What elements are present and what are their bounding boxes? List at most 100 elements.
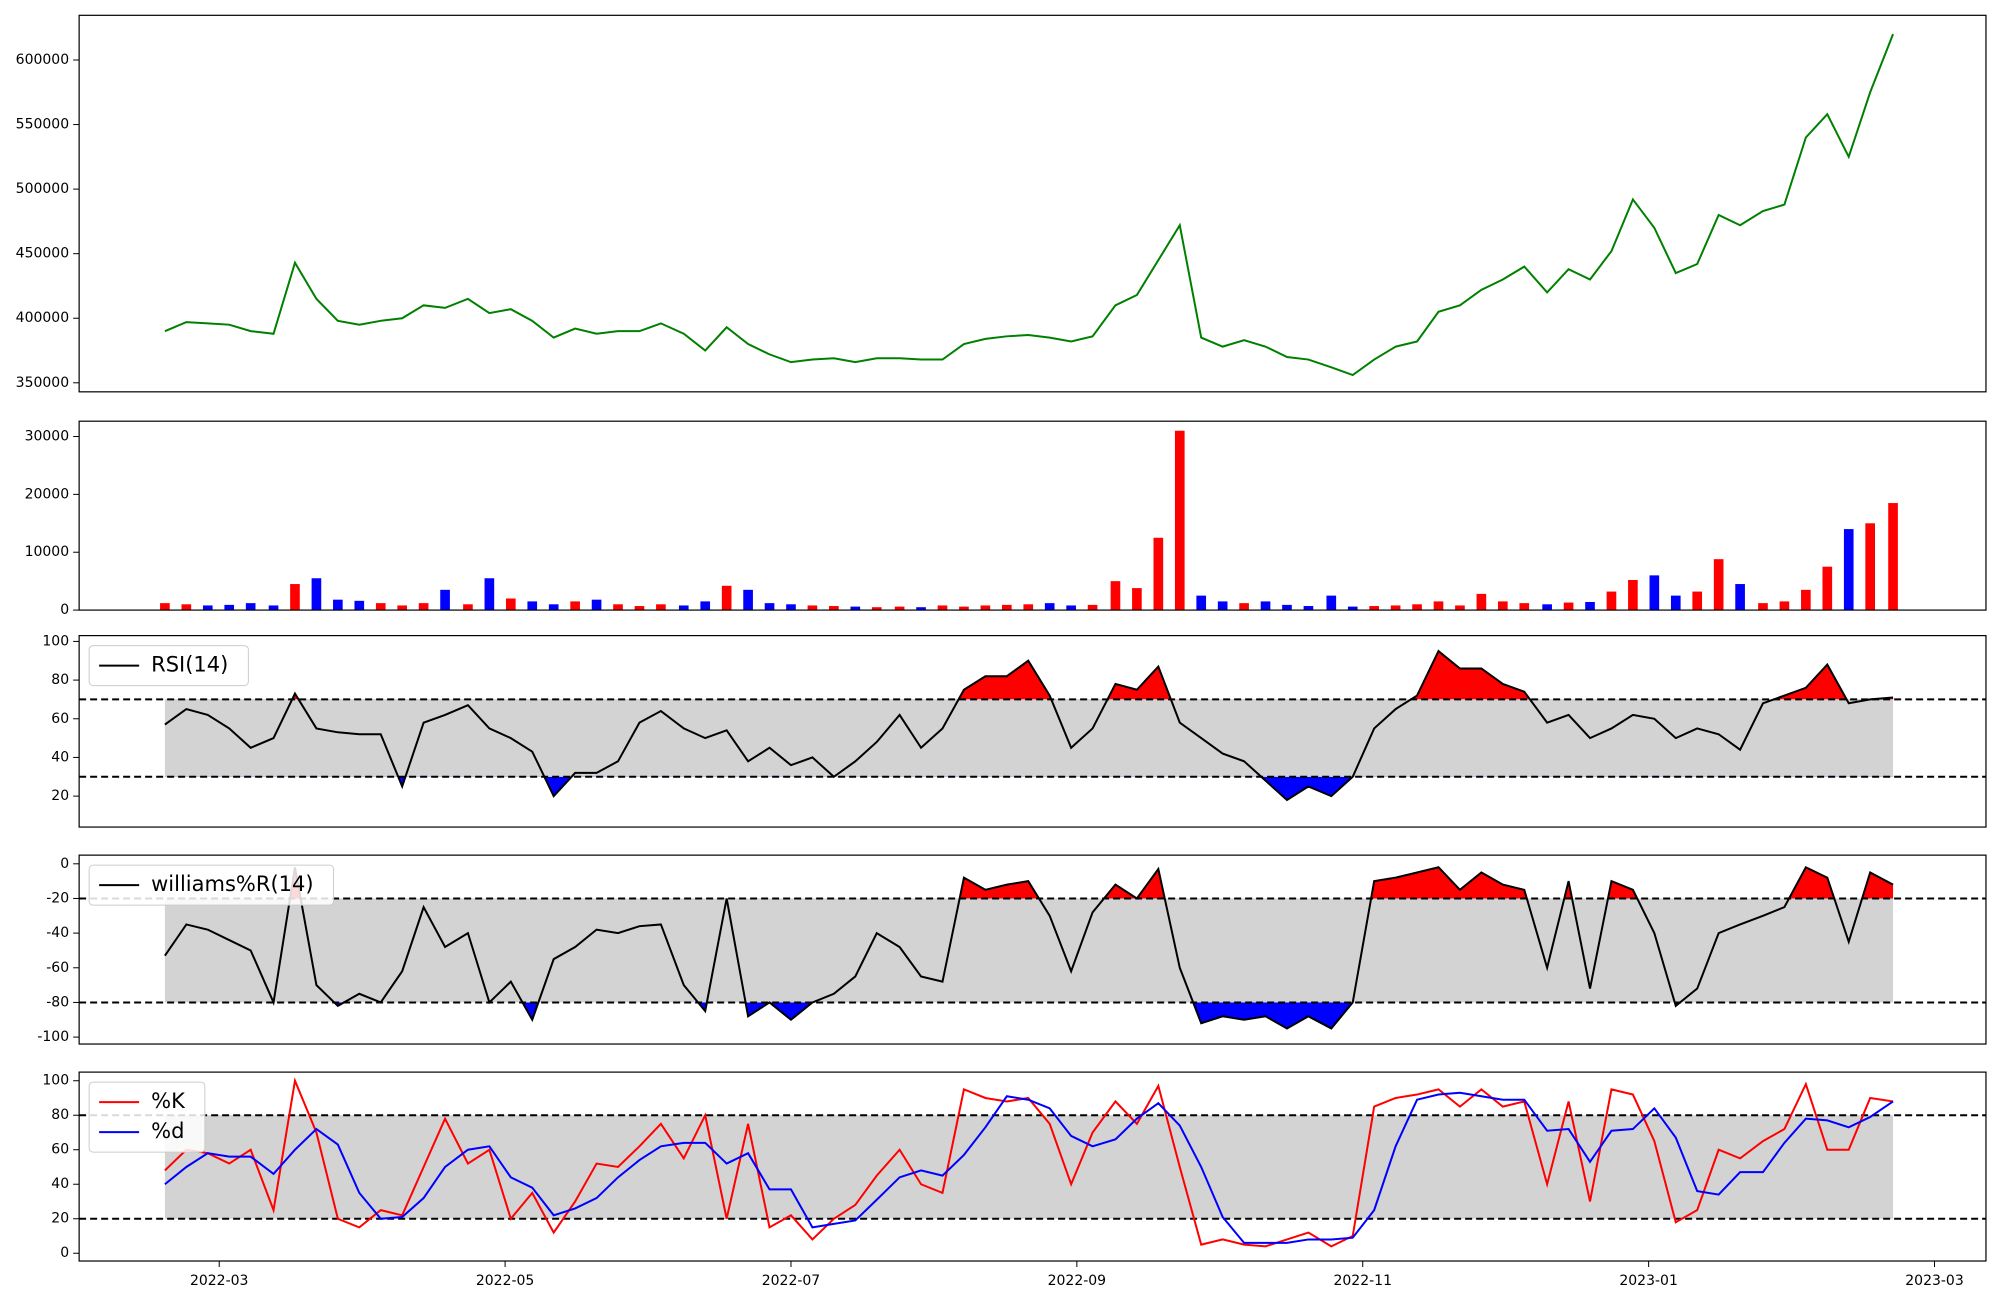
- legend-label: %K: [151, 1089, 186, 1113]
- volume-bar: [484, 578, 495, 611]
- y-tick-label: 60: [51, 711, 69, 727]
- x-tick-label: 2022-03: [190, 1273, 249, 1289]
- legend-label: RSI(14): [151, 653, 228, 677]
- volume-bar: [1519, 603, 1530, 611]
- volume-bar: [743, 589, 753, 611]
- volume-bar: [1843, 529, 1854, 611]
- panel: 0 20 40 60 80 100 %K %d: [42, 1071, 1987, 1262]
- panel: 0 10000 20000 30000: [25, 420, 1987, 618]
- band: [164, 898, 1894, 1003]
- volume-bar: [397, 605, 408, 611]
- volume-bar: [1174, 430, 1185, 611]
- volume-bar: [1563, 602, 1574, 611]
- volume-bar: [548, 604, 559, 611]
- volume-bar: [418, 603, 429, 611]
- volume-bar: [700, 601, 711, 611]
- volume-bar: [1692, 591, 1703, 611]
- y-tick-label: 400000: [16, 310, 69, 326]
- y-tick-label: 20: [51, 1211, 69, 1227]
- volume-bar: [245, 603, 256, 611]
- volume-bar: [1670, 595, 1681, 611]
- volume-bar: [1822, 566, 1833, 611]
- y-tick-label: 0: [60, 602, 69, 618]
- series-line: [164, 865, 1894, 1030]
- y-tick-label: 0: [60, 856, 69, 872]
- volume-bar: [1888, 503, 1898, 611]
- panel-frame: [78, 1071, 1987, 1262]
- volume-bar: [1649, 575, 1660, 611]
- y-tick-label: 600000: [16, 52, 69, 68]
- volume-bar: [1369, 606, 1379, 611]
- volume-bar: [591, 599, 602, 611]
- volume-bar: [1735, 584, 1745, 611]
- x-tick-label: 2023-01: [1619, 1273, 1678, 1289]
- volume-bar: [375, 603, 386, 611]
- volume-bar: [1260, 601, 1271, 611]
- volume-bar: [1110, 581, 1121, 611]
- volume-bar: [656, 604, 666, 611]
- volume-bar: [333, 599, 343, 611]
- volume-bar: [1303, 606, 1314, 611]
- volume-bar: [1606, 591, 1617, 611]
- legend-box: [88, 1081, 206, 1153]
- volume-bar: [1390, 605, 1401, 611]
- series-line: [164, 649, 1894, 802]
- volume-bar: [1326, 595, 1337, 611]
- y-tick-label: 20: [51, 788, 69, 804]
- panel: 350000 400000 450000 500000 550000 600000: [16, 14, 1987, 393]
- y-tick-label: 450000: [16, 246, 69, 262]
- volume-bar: [764, 603, 775, 611]
- series-line: [164, 1091, 1894, 1244]
- volume-bar: [1865, 523, 1876, 611]
- volume-bar: [1132, 588, 1142, 611]
- volume-bar: [290, 584, 300, 611]
- volume-bar: [1476, 593, 1487, 611]
- volume-bar: [980, 605, 991, 611]
- volume-bar: [1713, 559, 1724, 611]
- legend: williams%R(14): [88, 864, 335, 906]
- panel-frame: [78, 420, 1987, 611]
- panel-frame: [78, 854, 1987, 1045]
- volume-bar: [224, 604, 235, 611]
- volume-bar: [916, 607, 926, 611]
- volume-bar: [440, 589, 450, 611]
- volume-bar: [894, 606, 905, 611]
- y-tick-label: 40: [51, 1176, 69, 1192]
- legend-box: [88, 645, 249, 687]
- volume-bar: [1347, 606, 1358, 611]
- volume-bar: [634, 606, 645, 611]
- overbought-fill: [290, 867, 1894, 899]
- y-tick-label: -60: [46, 960, 69, 976]
- legend: RSI(14): [88, 645, 249, 687]
- y-tick-label: 40: [51, 749, 69, 765]
- panel: 20 40 60 80 100 RSI(14): [42, 633, 1987, 828]
- y-tick-label: -80: [46, 994, 69, 1010]
- y-tick-label: 350000: [16, 375, 69, 391]
- volume-bar: [721, 585, 732, 611]
- volume-bar: [505, 598, 516, 611]
- x-tick-label: 2022-07: [762, 1273, 821, 1289]
- volume-bar: [1087, 604, 1098, 611]
- y-tick-label: -20: [46, 890, 69, 906]
- panel-frame: [78, 635, 1987, 828]
- volume-bar: [1196, 595, 1207, 611]
- volume-bar: [613, 604, 623, 611]
- series-line: [164, 33, 1894, 377]
- volume-bar: [871, 607, 882, 611]
- overbought-fill: [292, 651, 1894, 700]
- volume-bar: [1585, 601, 1595, 611]
- y-tick-label: 0: [60, 1245, 69, 1261]
- legend: %K %d: [88, 1081, 206, 1153]
- volume-bar: [463, 604, 473, 611]
- volume-bar: [1153, 537, 1164, 611]
- volume-bar: [1217, 601, 1228, 611]
- y-tick-label: 80: [51, 672, 69, 688]
- x-tick-label: 2022-05: [476, 1273, 535, 1289]
- volume-bar: [268, 605, 279, 611]
- x-tick-label: 2022-11: [1333, 1273, 1392, 1289]
- volume-bar: [570, 601, 580, 611]
- volume-bar: [1282, 604, 1292, 611]
- volume-bar: [1779, 601, 1790, 611]
- volume-bar: [1023, 604, 1034, 611]
- series-line: [164, 1077, 1894, 1248]
